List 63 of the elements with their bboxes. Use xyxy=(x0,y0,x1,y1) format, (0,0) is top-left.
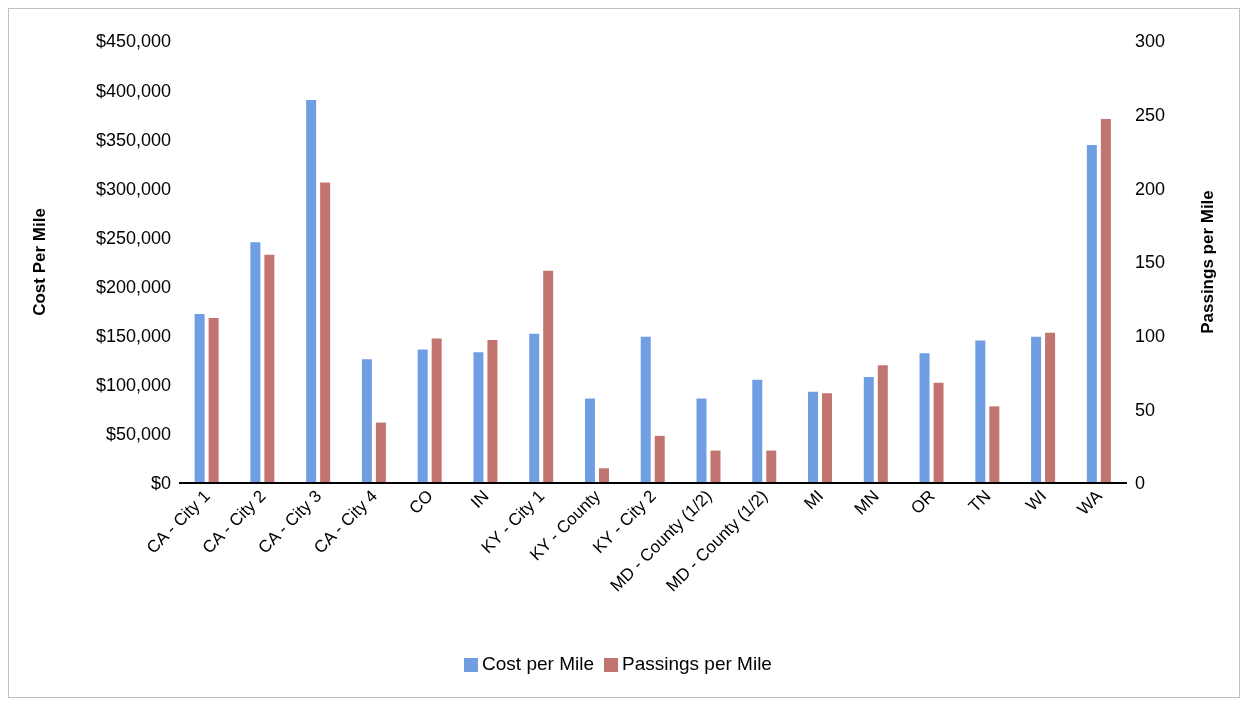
bar xyxy=(250,242,261,483)
y2-tick-label: 300 xyxy=(1135,31,1166,52)
y2-tick-label: 250 xyxy=(1135,105,1166,126)
x-tick-label: CO xyxy=(405,486,437,518)
bar xyxy=(989,406,1000,483)
bar xyxy=(863,376,874,483)
bar xyxy=(696,398,707,483)
bar xyxy=(529,333,540,483)
bar xyxy=(1100,119,1111,483)
bar xyxy=(710,450,721,483)
x-tick-label: MI xyxy=(800,486,828,514)
y-tick-label: $100,000 xyxy=(95,375,171,396)
bar xyxy=(933,382,944,483)
bar xyxy=(264,254,275,483)
y-axis-title: Cost Per Mile xyxy=(30,208,50,316)
y-tick-label: $400,000 xyxy=(95,80,171,101)
x-tick-label: WI xyxy=(1022,486,1051,515)
bar xyxy=(194,314,205,483)
legend-label: Passings per Mile xyxy=(621,653,772,674)
y2-tick-label: 100 xyxy=(1135,326,1166,347)
y2-tick-label: 200 xyxy=(1135,178,1166,199)
bar xyxy=(431,338,442,483)
bar xyxy=(822,393,833,483)
bar xyxy=(543,270,554,483)
bar xyxy=(487,340,498,483)
bar xyxy=(1045,332,1056,483)
bar xyxy=(919,353,930,483)
bar xyxy=(975,340,986,483)
y2-tick-label: 150 xyxy=(1135,252,1166,273)
bar xyxy=(584,398,595,483)
y2-tick-label: 0 xyxy=(1135,473,1146,494)
y-tick-label: $350,000 xyxy=(95,129,171,150)
bar xyxy=(375,422,386,483)
x-tick-label: TN xyxy=(964,486,995,516)
bar xyxy=(877,365,888,483)
bar xyxy=(361,359,372,483)
legend-label: Cost per Mile xyxy=(482,653,594,674)
bar xyxy=(1086,145,1097,483)
bar xyxy=(320,182,331,483)
bar xyxy=(1031,336,1042,483)
bar xyxy=(654,435,665,483)
x-tick-label: MN xyxy=(850,486,883,519)
y-tick-label: $200,000 xyxy=(95,276,171,297)
y-tick-label: $450,000 xyxy=(95,31,171,52)
bar xyxy=(598,468,609,483)
bar xyxy=(752,379,763,483)
y-tick-label: $150,000 xyxy=(95,326,171,347)
bar xyxy=(473,352,484,483)
x-tick-label: OR xyxy=(907,486,939,518)
y-tick-label: $0 xyxy=(150,473,171,494)
bar xyxy=(808,391,819,483)
y2-tick-label: 50 xyxy=(1135,399,1156,420)
bar xyxy=(640,336,651,483)
y-tick-label: $300,000 xyxy=(95,178,171,199)
y-tick-label: $50,000 xyxy=(105,424,171,445)
bar xyxy=(306,99,317,483)
bar xyxy=(208,317,219,483)
x-tick-label: WA xyxy=(1073,485,1107,519)
bar xyxy=(417,349,428,483)
x-tick-label: IN xyxy=(467,486,493,512)
bar xyxy=(766,450,777,483)
y2-axis-title: Passings per Mile xyxy=(1198,190,1218,334)
y-tick-label: $250,000 xyxy=(95,227,171,248)
